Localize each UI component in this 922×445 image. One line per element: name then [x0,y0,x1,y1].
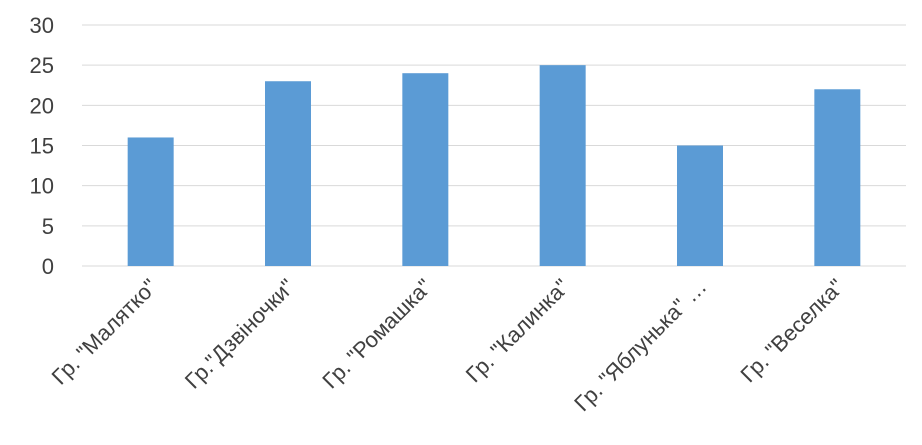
y-tick-label: 0 [42,254,54,279]
x-tick-label: Гр. "Калинка" [461,274,574,387]
bar [127,137,174,266]
y-axis-ticks: 0 5 10 15 20 25 30 [30,13,54,279]
x-tick-label: Гр."Дзвіночки" [180,274,300,394]
x-tick-label: Гр. "Ромашка" [317,274,437,394]
bar [402,73,449,266]
bars [127,65,861,267]
y-tick-label: 5 [42,214,54,239]
bar [814,89,861,267]
bar [677,145,723,266]
y-tick-label: 20 [30,93,54,118]
x-axis-ticks: Гр. "Малятко" Гр."Дзвіночки" Гр. "Ромашка"… [47,274,849,416]
x-tick-label: Гр. "Малятко" [47,274,163,390]
bar [265,81,311,266]
y-tick-label: 15 [30,134,54,159]
bar [539,65,586,267]
x-tick-label: Гр. "Яблунька" … [569,274,711,416]
gridlines [82,24,906,267]
x-tick-label: Гр. "Веселка" [735,274,848,387]
y-tick-label: 30 [30,13,54,38]
y-tick-label: 25 [30,53,54,78]
y-tick-label: 10 [30,174,54,199]
